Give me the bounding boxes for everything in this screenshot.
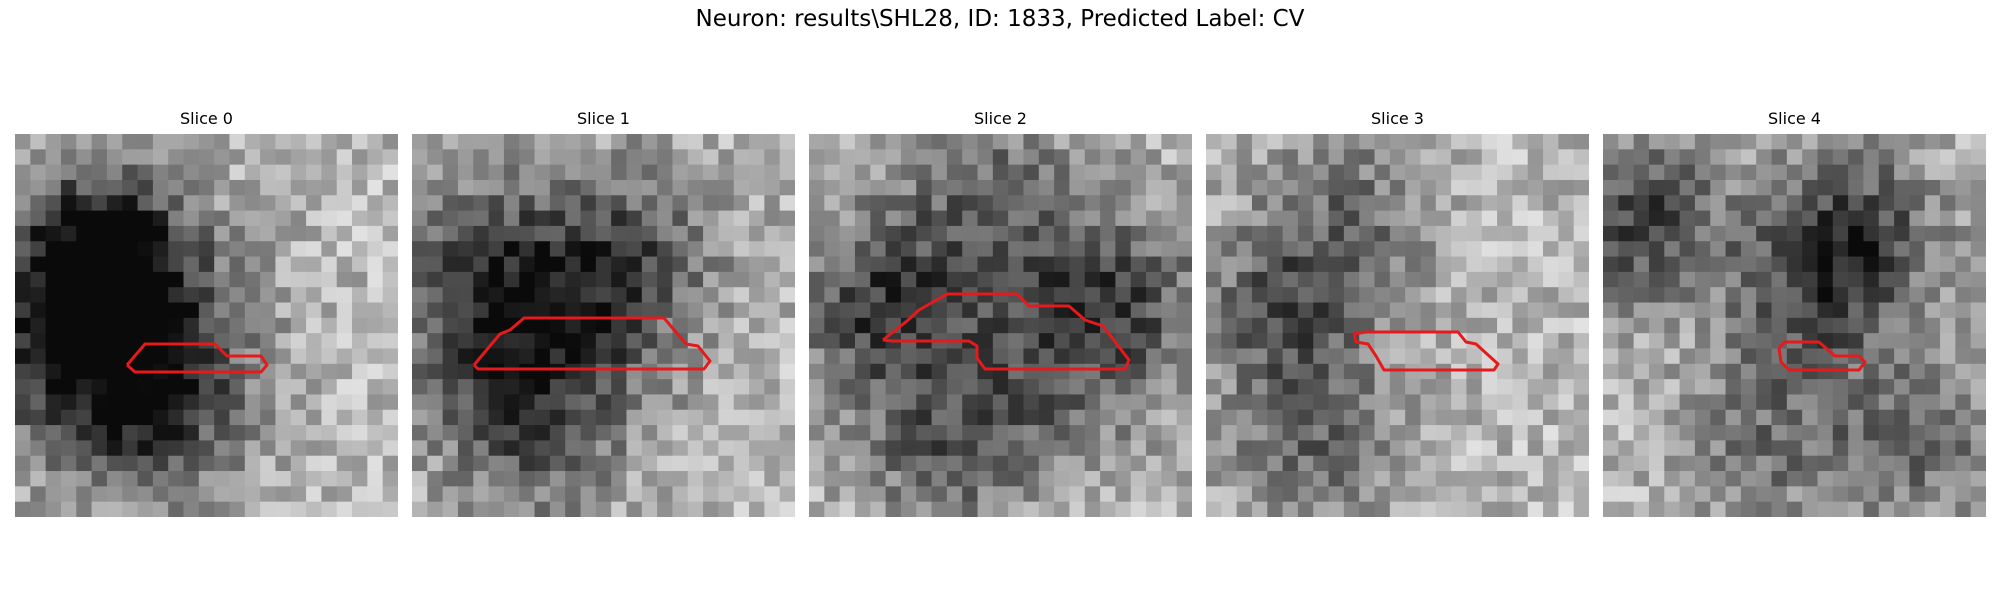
slice-image xyxy=(15,134,398,517)
slice-image xyxy=(1206,134,1589,517)
roi-contour xyxy=(1352,330,1500,372)
slice-title: Slice 2 xyxy=(974,109,1027,128)
roi-contour xyxy=(882,292,1131,371)
roi-contour xyxy=(1777,340,1867,372)
slice-title: Slice 4 xyxy=(1768,109,1821,128)
slice-panel-2: Slice 2 xyxy=(809,108,1192,517)
slice-panel-4: Slice 4 xyxy=(1603,108,1986,517)
slice-title: Slice 0 xyxy=(180,109,233,128)
roi-contour xyxy=(472,316,712,371)
slice-panel-1: Slice 1 xyxy=(412,108,795,517)
roi-contour xyxy=(125,342,269,374)
slice-image xyxy=(412,134,795,517)
slice-title: Slice 1 xyxy=(577,109,630,128)
slice-panel-0: Slice 0 xyxy=(15,108,398,517)
slice-image xyxy=(1603,134,1986,517)
figure-title: Neuron: results\SHL28, ID: 1833, Predict… xyxy=(695,6,1305,32)
slice-panel-3: Slice 3 xyxy=(1206,108,1589,517)
slice-image xyxy=(809,134,1192,517)
slice-title: Slice 3 xyxy=(1371,109,1424,128)
